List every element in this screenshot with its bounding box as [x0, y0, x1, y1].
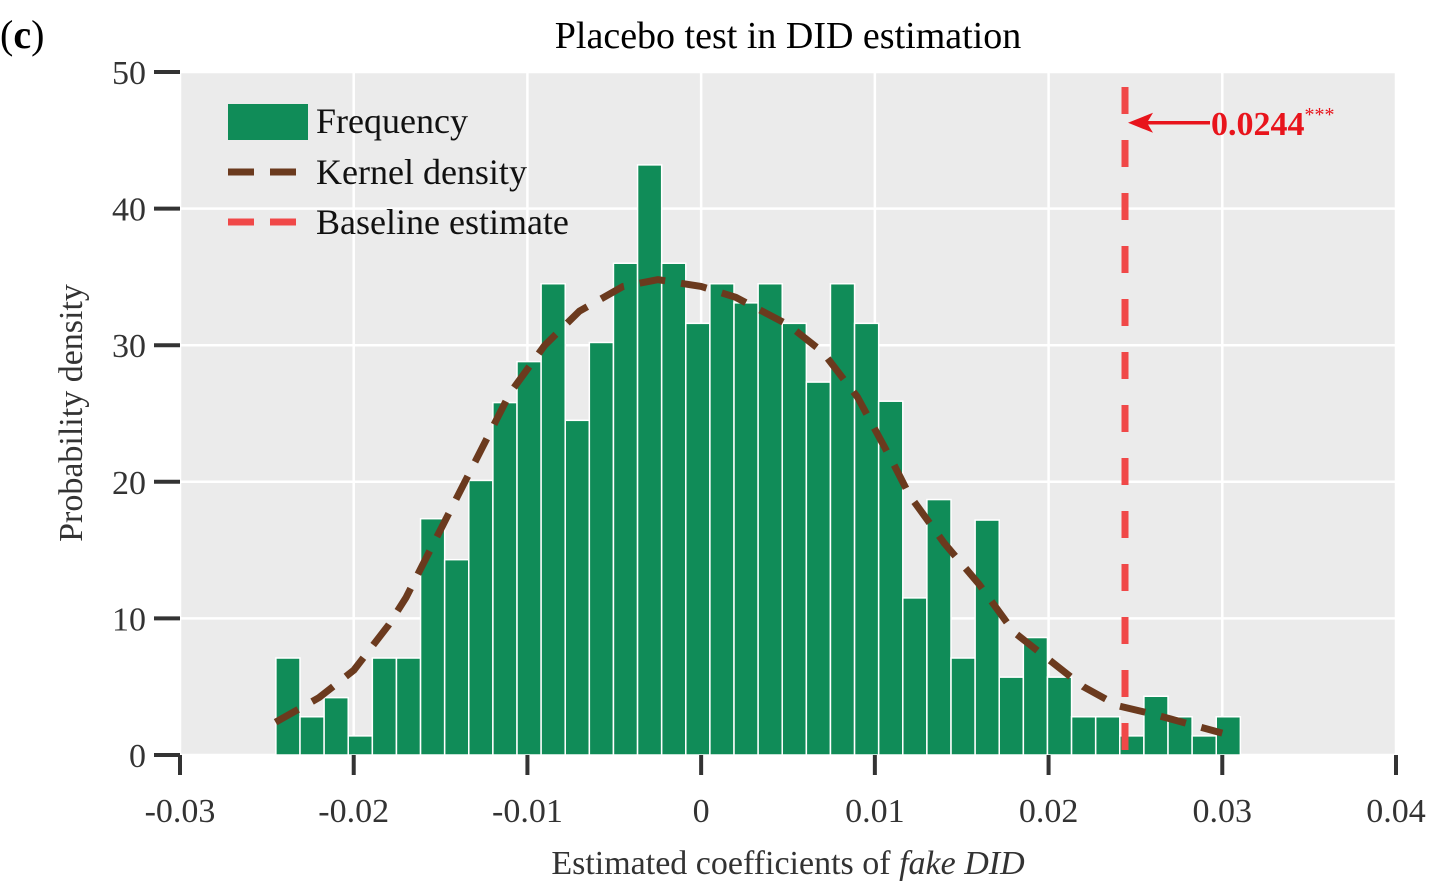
x-tick-label: 0.04 [1366, 793, 1426, 830]
legend-frequency-label: Frequency [316, 101, 468, 141]
histogram-bar [974, 519, 1000, 756]
x-tick-label: 0.01 [845, 793, 905, 830]
histogram-bar [371, 657, 398, 756]
histogram-bar [998, 676, 1025, 756]
histogram-bar [781, 322, 808, 756]
tick-labels: 0 10 20 30 40 50 -0.03 -0.02 -0.01 0 0.01 0.02 0.03 0… [112, 55, 1426, 830]
kde-curve [273, 276, 1224, 737]
histogram-bar [902, 597, 928, 756]
y-tick-label: 10 [112, 601, 146, 638]
y-tick-label: 20 [112, 465, 146, 502]
x-tick-label: 0.02 [1019, 793, 1079, 830]
chart-title: Placebo test in DID estimation [555, 15, 1021, 57]
y-tick-label: 30 [112, 328, 146, 365]
annotation-arrow-head [1128, 112, 1154, 133]
histogram-bars [275, 164, 1242, 756]
y-tick-label: 40 [112, 192, 146, 229]
histogram-bar [1191, 735, 1217, 756]
histogram-bar [1046, 676, 1073, 756]
histogram-bar [540, 282, 566, 756]
legend-kde-label: Kernel density [316, 152, 527, 192]
histogram-bar [588, 341, 615, 756]
legend-baseline-label: Baseline estimate [316, 202, 569, 242]
histogram-bar [492, 401, 518, 756]
y-tick-label: 0 [129, 738, 146, 775]
histogram-bar [516, 360, 542, 756]
histogram-bar [733, 302, 759, 756]
histogram-bar [564, 419, 591, 756]
x-tick-label: 0.03 [1193, 793, 1253, 830]
legend-frequency-swatch [228, 104, 308, 140]
histogram-bar [1094, 716, 1121, 756]
histogram-bar [323, 696, 349, 756]
x-tick-label: -0.02 [318, 793, 389, 830]
x-axis-label: Estimated coefficients of fake DID [551, 845, 1025, 882]
histogram-bar [853, 322, 880, 756]
axes [154, 70, 1398, 775]
histogram-bar [468, 479, 494, 756]
histogram-bar [685, 322, 711, 756]
histogram-bar [299, 716, 325, 756]
x-tick-label: 0 [693, 793, 710, 830]
x-tick-label: -0.01 [492, 793, 563, 830]
histogram-bar [829, 282, 856, 756]
histogram-bar [805, 381, 832, 756]
histogram-bar [1022, 636, 1049, 756]
y-axis-label: Probability density [53, 284, 90, 542]
histogram-bar [347, 735, 374, 756]
legend: Frequency Kernel density Baseline estima… [228, 101, 569, 242]
histogram-bar [950, 657, 976, 756]
baseline-group: 0.0244*** [1121, 87, 1335, 755]
baseline-annotation: 0.0244*** [1211, 104, 1335, 143]
histogram-bar [757, 282, 783, 756]
histogram-bar [275, 657, 301, 756]
panel-label: (c) [0, 12, 44, 57]
histogram-bar [709, 282, 735, 756]
histogram-bar [395, 657, 422, 756]
x-tick-label: -0.03 [145, 793, 216, 830]
kde-curve-group [273, 276, 1224, 737]
y-tick-label: 50 [112, 55, 146, 92]
histogram-bar [660, 262, 687, 756]
histogram-bar [612, 262, 639, 756]
histogram-bar [636, 164, 663, 756]
histogram-bar [443, 558, 470, 756]
histogram-bar [877, 400, 904, 756]
histogram-bar [1143, 695, 1169, 756]
histogram-bar [1070, 716, 1097, 756]
